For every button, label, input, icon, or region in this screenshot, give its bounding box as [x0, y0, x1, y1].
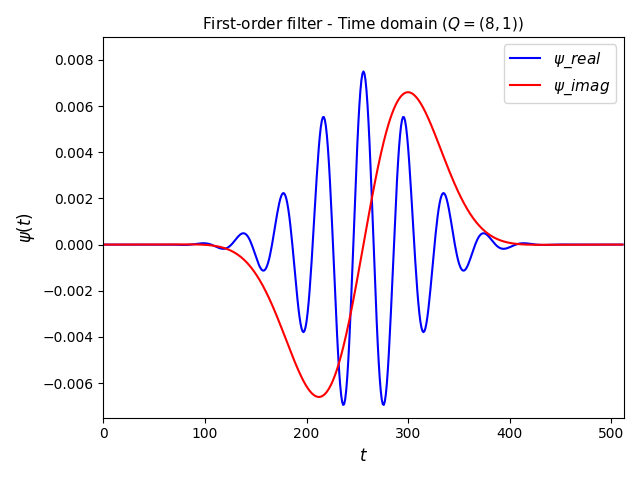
$\psi\_real$: [328, 219, 336, 225]
$\psi\_real$: [173, 242, 181, 248]
$\psi\_imag$: [109, 242, 117, 248]
$\psi\_imag$: [100, 242, 108, 248]
$\psi\_imag$: [565, 242, 573, 248]
$\psi\_real$: [619, 242, 627, 248]
$\psi\_imag$: [173, 241, 181, 247]
$\psi\_real$: [272, 217, 280, 223]
$\psi\_real$: [565, 241, 573, 247]
$\psi\_imag$: [272, 312, 280, 317]
Title: First-order filter - Time domain ($Q = (8, 1)$): First-order filter - Time domain ($Q = (…: [202, 15, 525, 33]
$\psi\_real$: [360, 69, 367, 74]
$\psi\_imag$: [404, 89, 412, 95]
Line: $\psi\_imag$: $\psi\_imag$: [104, 92, 623, 397]
X-axis label: $t$: $t$: [359, 447, 368, 465]
Legend: $\psi\_real$, $\psi\_imag$: $\psi\_real$, $\psi\_imag$: [504, 45, 616, 103]
$\psi\_imag$: [315, 394, 323, 400]
Y-axis label: $\psi(t)$: $\psi(t)$: [15, 212, 37, 243]
Line: $\psi\_real$: $\psi\_real$: [104, 72, 623, 405]
$\psi\_real$: [526, 241, 534, 247]
$\psi\_imag$: [526, 242, 534, 248]
$\psi\_real$: [339, 402, 347, 408]
$\psi\_real$: [100, 242, 108, 248]
$\psi\_imag$: [329, 378, 337, 384]
$\psi\_imag$: [619, 242, 627, 248]
$\psi\_real$: [109, 242, 117, 248]
